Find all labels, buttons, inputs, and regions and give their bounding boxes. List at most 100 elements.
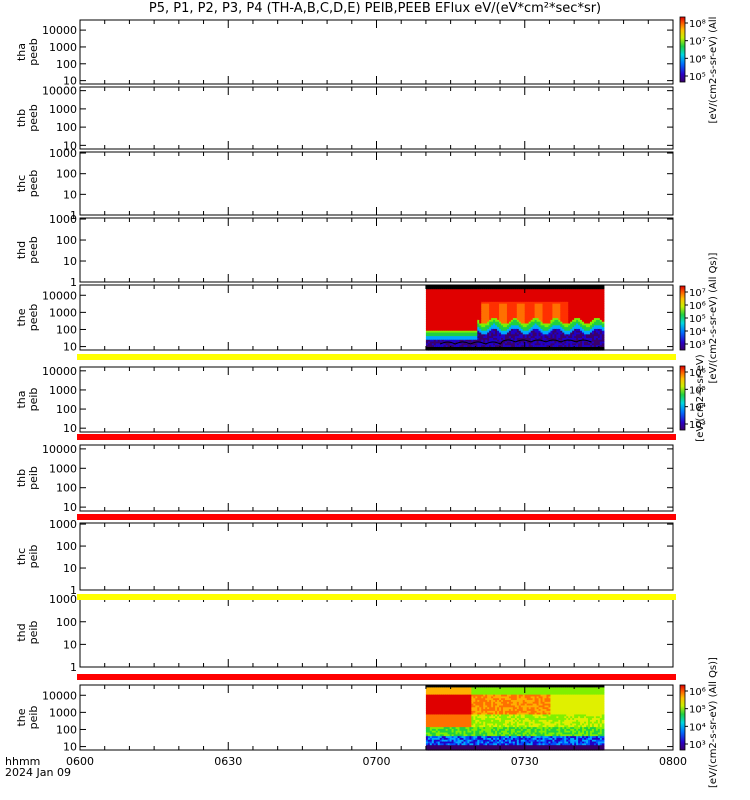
spectrogram-cell: [425, 288, 429, 292]
y-tick-label: 10: [63, 255, 77, 268]
spectrogram-cell: [485, 694, 488, 697]
spectrogram-cell: [483, 686, 486, 690]
spectrogram-cell: [451, 739, 455, 742]
spectrogram-cell: [481, 342, 484, 346]
spectrogram-cell: [510, 312, 514, 315]
spectrogram-cell: [445, 728, 449, 731]
spectrogram-cell: [425, 315, 429, 319]
spectrogram-cell: [593, 342, 597, 346]
spectrogram-cell: [516, 321, 520, 324]
spectrogram-cell: [465, 321, 469, 324]
spectrogram-cell: [568, 288, 571, 292]
spectrogram-cell: [524, 285, 528, 288]
spectrogram-cell: [437, 694, 441, 697]
spectrogram-cell: [447, 692, 451, 695]
spectrogram-cell: [487, 306, 490, 310]
spectrogram-cell: [501, 290, 504, 293]
spectrogram-cell: [459, 339, 463, 342]
spectrogram-cell: [477, 297, 480, 301]
spectrogram-cell: [483, 303, 486, 306]
spectrogram-cell: [506, 312, 510, 315]
spectrogram-cell: [588, 337, 591, 340]
spectrogram-cell: [497, 310, 500, 313]
spectrogram-cell: [481, 286, 484, 290]
spectrogram-cell: [580, 326, 583, 329]
spectrogram-cell: [501, 339, 504, 342]
spectrogram-cell: [471, 348, 474, 351]
spectrogram-cell: [538, 337, 542, 340]
spectrogram-cell: [475, 710, 478, 713]
spectrogram-cell: [467, 299, 471, 302]
spectrogram-cell: [451, 685, 455, 688]
spectrogram-cell: [451, 319, 455, 322]
spectrogram-cell: [469, 737, 472, 740]
spectrogram-cell: [548, 310, 552, 313]
spectrogram-cell: [475, 688, 478, 692]
spectrogram-cell: [491, 330, 494, 333]
spectrogram-cell: [481, 303, 484, 306]
spectrogram-cell: [586, 313, 589, 317]
spectrogram-cell: [477, 735, 480, 738]
spectrogram-cell: [433, 737, 437, 740]
spectrogram-cell: [457, 306, 461, 310]
spectrogram-cell: [589, 285, 593, 288]
spectrogram-cell: [459, 326, 463, 329]
spectrogram-cell: [506, 304, 510, 308]
spectrogram-cell: [439, 306, 443, 310]
spectrogram-cell: [536, 312, 540, 315]
spectrogram-cell: [477, 746, 480, 749]
spectrogram-cell: [441, 692, 445, 695]
spectrogram-cell: [447, 715, 451, 719]
spectrogram-cell: [435, 299, 439, 302]
spectrogram-cell: [530, 340, 534, 344]
spectrogram-cell: [582, 315, 585, 319]
spectrogram-cell: [483, 697, 486, 701]
spectrogram-cell: [463, 330, 467, 333]
spectrogram-cell: [566, 337, 569, 340]
spectrogram-cell: [477, 697, 480, 701]
spectrogram-cell: [512, 310, 516, 313]
spectrogram-cell: [497, 299, 500, 302]
spectrogram-cell: [530, 348, 534, 351]
spectrogram-cell: [536, 285, 540, 288]
spectrogram-cell: [437, 710, 441, 713]
spectrogram-cell: [483, 285, 486, 288]
spectrogram-cell: [542, 339, 546, 342]
spectrogram-cell: [528, 317, 532, 320]
spectrogram-cell: [465, 330, 469, 333]
spectrogram-cell: [562, 330, 565, 333]
spectrogram-cell: [572, 285, 575, 288]
spectrogram-cell: [433, 719, 437, 722]
spectrogram-cell: [599, 315, 603, 319]
spectrogram-cell: [586, 346, 589, 349]
spectrogram-cell: [599, 308, 603, 311]
spectrogram-cell: [481, 701, 484, 704]
spectrogram-cell: [597, 317, 601, 320]
spectrogram-cell: [522, 308, 526, 311]
spectrogram-cell: [435, 735, 439, 738]
spectrogram-cell: [554, 315, 557, 319]
spectrogram-cell: [540, 324, 544, 328]
spectrogram-cell: [514, 292, 518, 295]
spectrogram-cell: [437, 697, 441, 701]
spectrogram-cell: [433, 319, 437, 322]
spectrogram-cell: [475, 697, 478, 701]
spectrogram-cell: [538, 333, 542, 337]
spectrogram-cell: [457, 312, 461, 315]
spectrogram-cell: [481, 317, 484, 320]
spectrogram-cell: [459, 294, 463, 297]
spectrogram-cell: [544, 312, 548, 315]
spectrogram-cell: [471, 722, 474, 726]
spectrogram-cell: [451, 313, 455, 317]
spectrogram-cell: [544, 321, 548, 324]
spectrogram-cell: [586, 319, 589, 322]
spectrogram-cell: [455, 703, 459, 706]
spectrogram-cell: [467, 706, 471, 710]
spectrogram-cell: [487, 339, 490, 342]
spectrogram-cell: [469, 313, 472, 317]
spectrogram-cell: [431, 301, 435, 304]
spectrogram-cell: [427, 726, 431, 729]
spectrogram-cell: [439, 692, 443, 695]
spectrogram-cell: [564, 295, 567, 299]
